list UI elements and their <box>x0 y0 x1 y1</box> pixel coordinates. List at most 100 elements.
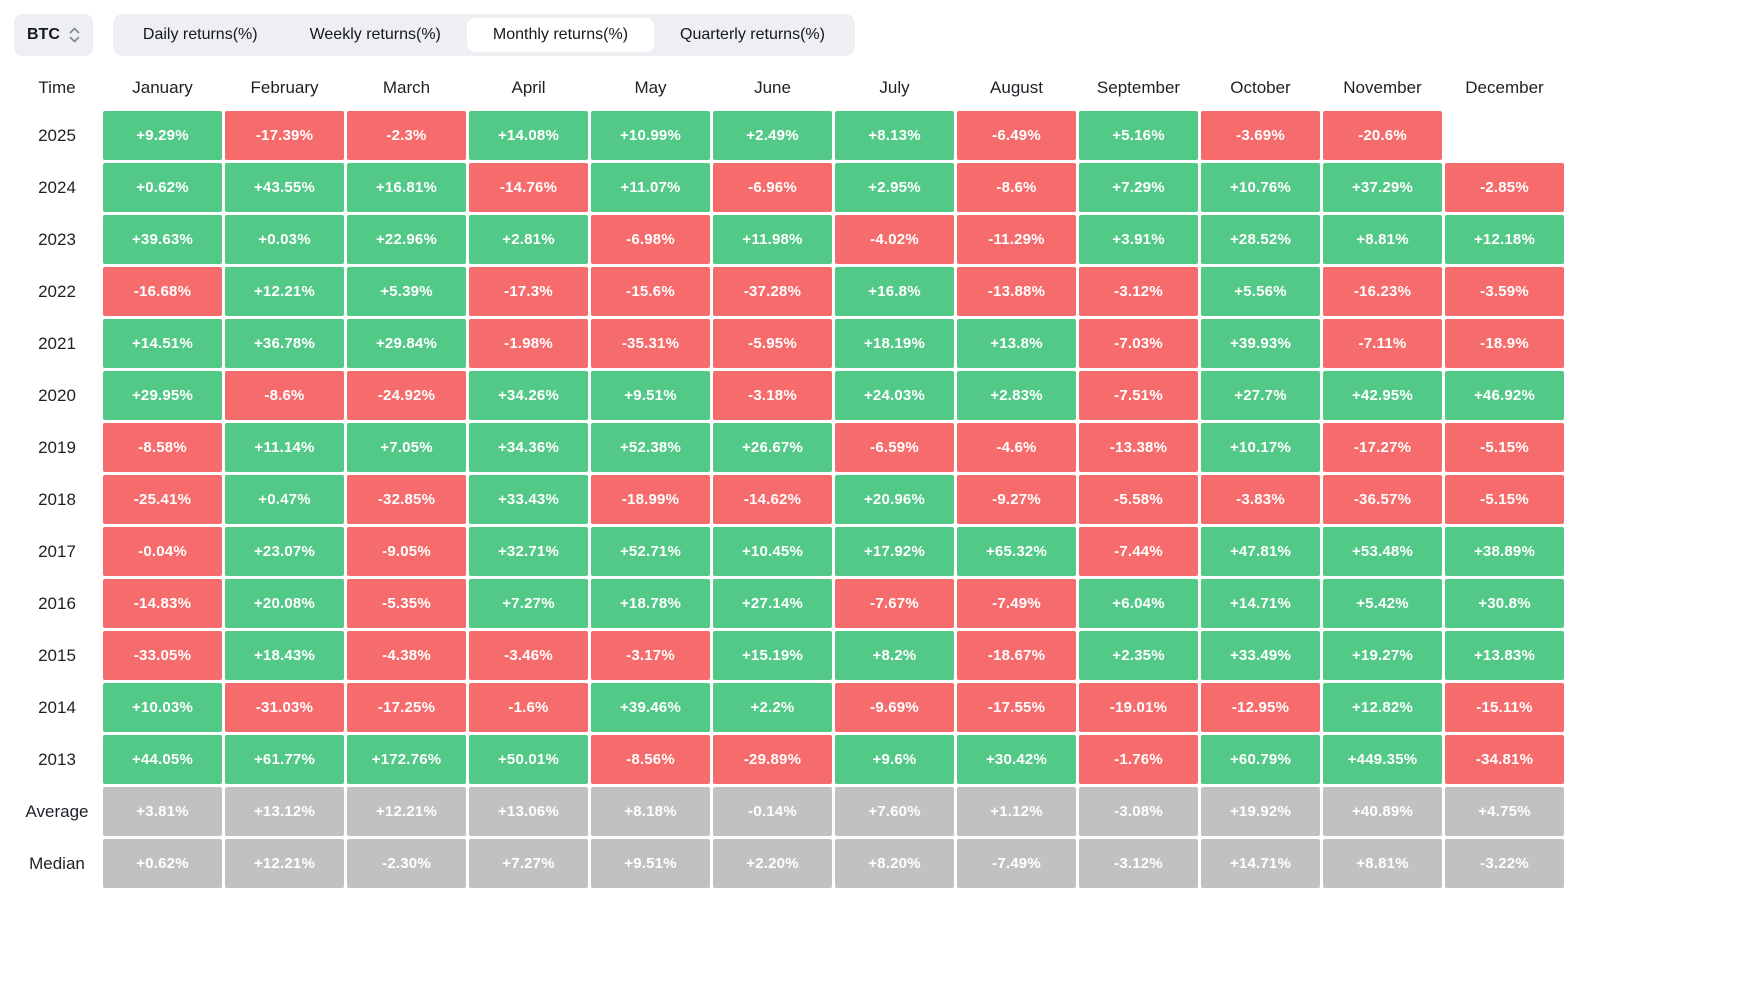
return-cell: +52.71% <box>591 527 710 576</box>
row-label-2015: 2015 <box>38 645 76 665</box>
return-cell: -8.6% <box>957 163 1076 212</box>
return-cell: -16.23% <box>1323 267 1442 316</box>
return-cell: +5.16% <box>1079 111 1198 160</box>
return-cell: -3.12% <box>1079 267 1198 316</box>
return-cell: +12.21% <box>225 267 344 316</box>
return-cell: -25.41% <box>103 475 222 524</box>
return-cell: +13.8% <box>957 319 1076 368</box>
returns-page: BTC Daily returns(%) Weekly returns(%) M… <box>14 14 1754 888</box>
toolbar: BTC Daily returns(%) Weekly returns(%) M… <box>14 14 1754 56</box>
return-cell: -33.05% <box>103 631 222 680</box>
return-cell: +11.14% <box>225 423 344 472</box>
tab-daily-returns[interactable]: Daily returns(%) <box>142 26 258 43</box>
row-label-2023: 2023 <box>38 229 76 249</box>
return-cell: -7.49% <box>957 579 1076 628</box>
return-cell: +5.42% <box>1323 579 1442 628</box>
return-cell: +16.8% <box>835 267 954 316</box>
return-cell: +0.62% <box>103 839 222 888</box>
return-cell: +53.48% <box>1323 527 1442 576</box>
return-cell: +7.29% <box>1079 163 1198 212</box>
return-cell: +8.2% <box>835 631 954 680</box>
return-cell: +9.51% <box>591 371 710 420</box>
return-cell: +29.84% <box>347 319 466 368</box>
return-cell: +3.91% <box>1079 215 1198 264</box>
return-cell: +14.51% <box>103 319 222 368</box>
returns-period-tabs: Daily returns(%) Weekly returns(%) Month… <box>112 14 855 56</box>
return-cell: +7.05% <box>347 423 466 472</box>
return-cell: +50.01% <box>469 735 588 784</box>
return-cell: +43.55% <box>225 163 344 212</box>
return-cell: +2.49% <box>713 111 832 160</box>
return-cell: -16.68% <box>103 267 222 316</box>
return-cell: +22.96% <box>347 215 466 264</box>
return-cell: -19.01% <box>1079 683 1198 732</box>
return-cell: +8.20% <box>835 839 954 888</box>
return-cell: -31.03% <box>225 683 344 732</box>
return-cell: -7.44% <box>1079 527 1198 576</box>
return-cell: +14.08% <box>469 111 588 160</box>
return-cell: +1.12% <box>957 787 1076 836</box>
return-cell: -29.89% <box>713 735 832 784</box>
return-cell: -3.12% <box>1079 839 1198 888</box>
return-cell: -11.29% <box>957 215 1076 264</box>
row-label-2024: 2024 <box>38 177 76 197</box>
return-cell: -6.59% <box>835 423 954 472</box>
return-cell: -6.49% <box>957 111 1076 160</box>
return-cell: +2.83% <box>957 371 1076 420</box>
coin-selector[interactable]: BTC <box>14 14 93 56</box>
return-cell: -17.27% <box>1323 423 1442 472</box>
return-cell: +0.62% <box>103 163 222 212</box>
return-cell-empty <box>1445 111 1564 160</box>
tab-quarterly-returns[interactable]: Quarterly returns(%) <box>680 26 825 43</box>
return-cell: +14.71% <box>1201 839 1320 888</box>
return-cell: +20.96% <box>835 475 954 524</box>
return-cell: -3.22% <box>1445 839 1564 888</box>
return-cell: -9.05% <box>347 527 466 576</box>
return-cell: -5.15% <box>1445 475 1564 524</box>
tab-monthly-returns[interactable]: Monthly returns(%) <box>466 18 655 52</box>
return-cell: -17.39% <box>225 111 344 160</box>
return-cell: -3.69% <box>1201 111 1320 160</box>
return-cell: -4.38% <box>347 631 466 680</box>
tab-weekly-returns[interactable]: Weekly returns(%) <box>309 26 441 43</box>
return-cell: +38.89% <box>1445 527 1564 576</box>
column-header-march: March <box>382 78 431 97</box>
return-cell: +10.76% <box>1201 163 1320 212</box>
column-header-july: July <box>879 78 910 97</box>
return-cell: +60.79% <box>1201 735 1320 784</box>
return-cell: +17.92% <box>835 527 954 576</box>
return-cell: +23.07% <box>225 527 344 576</box>
return-cell: +37.29% <box>1323 163 1442 212</box>
return-cell: +26.67% <box>713 423 832 472</box>
return-cell: +29.95% <box>103 371 222 420</box>
return-cell: -8.56% <box>591 735 710 784</box>
return-cell: +9.6% <box>835 735 954 784</box>
return-cell: -2.85% <box>1445 163 1564 212</box>
return-cell: +13.06% <box>469 787 588 836</box>
column-header-april: April <box>511 78 546 97</box>
row-label-2013: 2013 <box>38 749 76 769</box>
return-cell: -3.08% <box>1079 787 1198 836</box>
return-cell: -36.57% <box>1323 475 1442 524</box>
row-label-2016: 2016 <box>38 593 76 613</box>
return-cell: +12.21% <box>347 787 466 836</box>
return-cell: +15.19% <box>713 631 832 680</box>
return-cell: +4.75% <box>1445 787 1564 836</box>
return-cell: -5.15% <box>1445 423 1564 472</box>
return-cell: -5.58% <box>1079 475 1198 524</box>
return-cell: -24.92% <box>347 371 466 420</box>
return-cell: +61.77% <box>225 735 344 784</box>
return-cell: +52.38% <box>591 423 710 472</box>
row-label-2021: 2021 <box>38 333 76 353</box>
return-cell: -3.18% <box>713 371 832 420</box>
return-cell: +10.99% <box>591 111 710 160</box>
return-cell: -7.49% <box>957 839 1076 888</box>
return-cell: +8.18% <box>591 787 710 836</box>
column-header-december: December <box>1465 78 1544 97</box>
return-cell: -6.98% <box>591 215 710 264</box>
return-cell: -1.98% <box>469 319 588 368</box>
return-cell: +27.14% <box>713 579 832 628</box>
return-cell: +6.04% <box>1079 579 1198 628</box>
return-cell: +9.51% <box>591 839 710 888</box>
return-cell: -17.3% <box>469 267 588 316</box>
